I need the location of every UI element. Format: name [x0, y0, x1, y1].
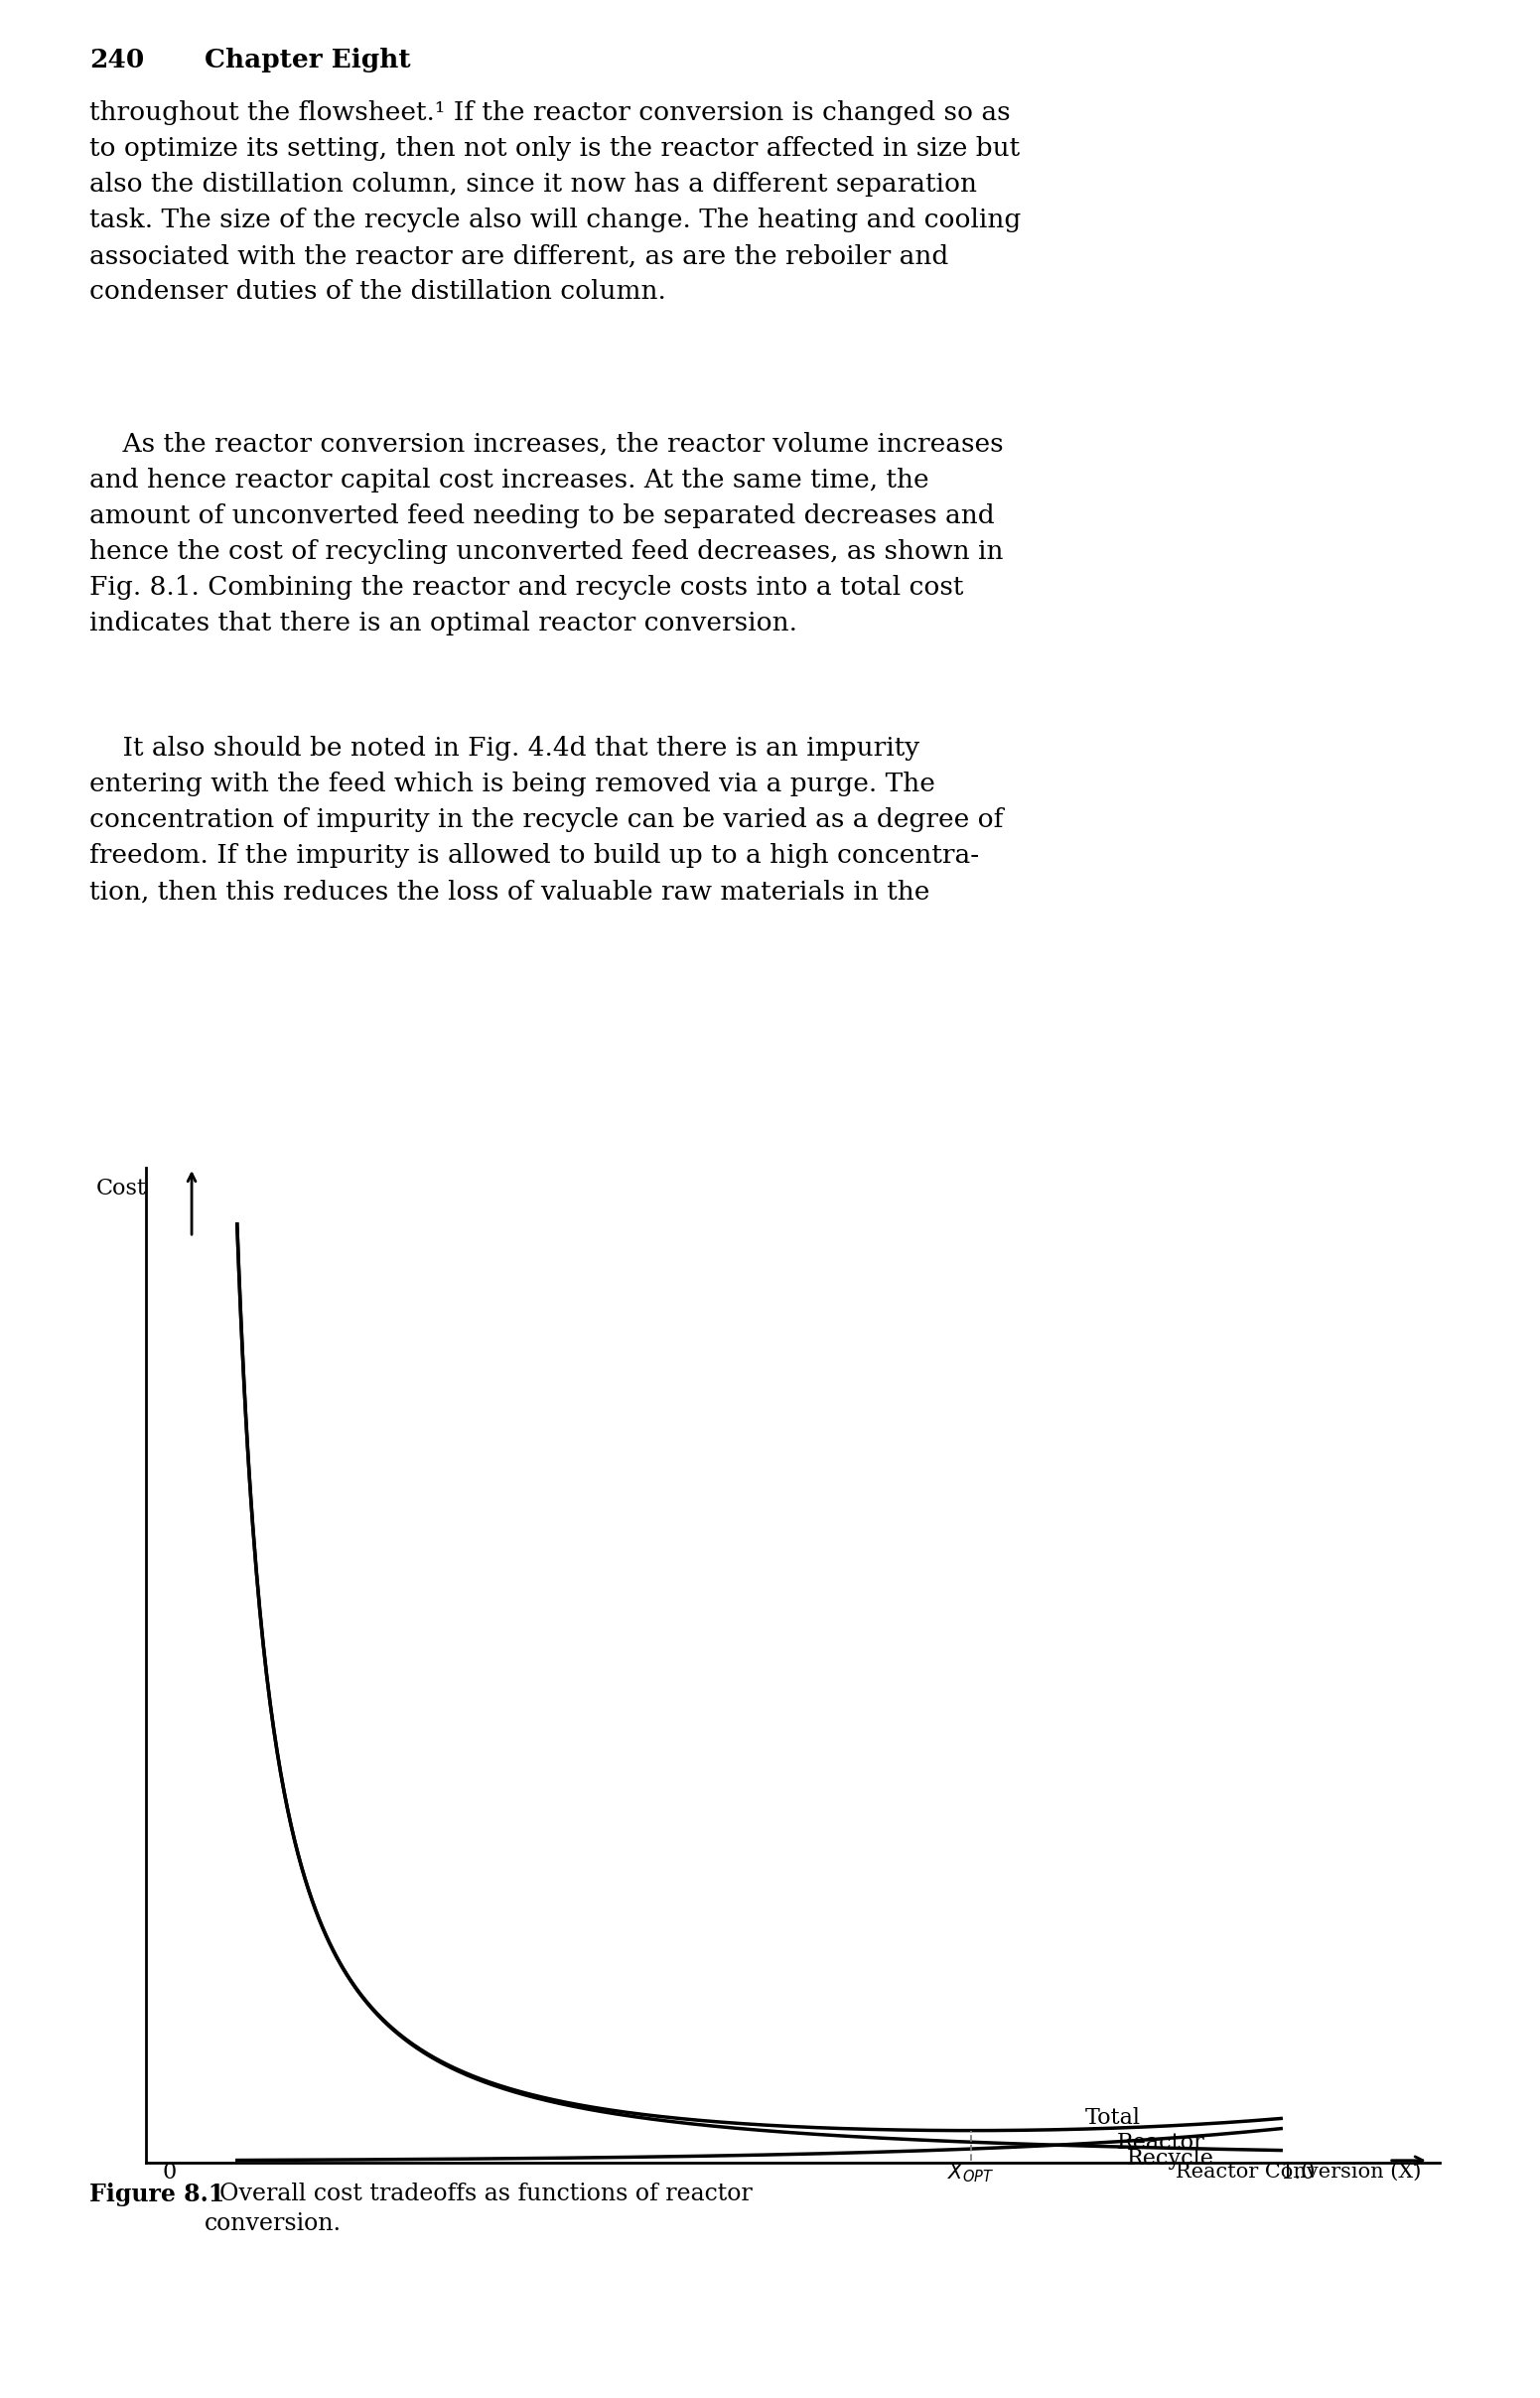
- Text: 0: 0: [162, 2161, 176, 2182]
- Text: Chapter Eight: Chapter Eight: [205, 48, 411, 72]
- Text: 240: 240: [89, 48, 145, 72]
- Text: $X_{OPT}$: $X_{OPT}$: [947, 2161, 995, 2185]
- Text: It also should be noted in Fig. 4.4d that there is an impurity
entering with the: It also should be noted in Fig. 4.4d tha…: [89, 736, 1003, 904]
- Text: Figure 8.1: Figure 8.1: [89, 2182, 225, 2206]
- Text: throughout the flowsheet.¹ If the reactor conversion is changed so as
to optimiz: throughout the flowsheet.¹ If the reacto…: [89, 101, 1021, 305]
- Text: Reactor Conversion (X): Reactor Conversion (X): [1175, 2163, 1421, 2180]
- Text: Cost: Cost: [95, 1177, 146, 1199]
- Text: 1.0: 1.0: [1280, 2161, 1315, 2182]
- Text: As the reactor conversion increases, the reactor volume increases
and hence reac: As the reactor conversion increases, the…: [89, 432, 1004, 635]
- Text: Recycle: Recycle: [1127, 2146, 1214, 2170]
- Text: Reactor: Reactor: [1116, 2132, 1204, 2153]
- Text: Total: Total: [1086, 2108, 1141, 2129]
- Text: Overall cost tradeoffs as functions of reactor
conversion.: Overall cost tradeoffs as functions of r…: [205, 2182, 753, 2235]
